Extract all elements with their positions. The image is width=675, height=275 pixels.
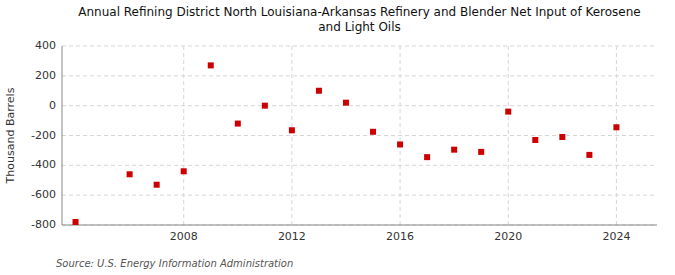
title-line: Annual Refining District North Louisiana… — [78, 5, 640, 19]
y-axis-label: Thousand Barrels — [4, 87, 17, 184]
point — [370, 129, 376, 135]
grid-line-y — [62, 75, 657, 76]
y-axis-line — [62, 46, 63, 225]
title: Annual Refining District North Louisiana… — [78, 5, 640, 34]
grid-line-y — [62, 225, 657, 226]
point — [397, 141, 403, 147]
point — [559, 134, 565, 140]
x-tick-label: 2016 — [386, 230, 414, 243]
grid-line-y — [62, 135, 657, 136]
point — [586, 152, 592, 158]
point — [154, 182, 160, 188]
x-tick-label: 2008 — [170, 230, 198, 243]
point — [478, 149, 484, 155]
grid-line-x — [183, 46, 184, 225]
grid-line-y — [62, 195, 657, 196]
y-tick-label: -400 — [31, 158, 56, 171]
point — [127, 171, 133, 177]
grid-line-x — [291, 46, 292, 225]
grid-line-x — [616, 46, 617, 225]
point — [451, 147, 457, 153]
source-note: Source: U.S. Energy Information Administ… — [56, 258, 293, 269]
point — [262, 103, 268, 109]
point — [613, 124, 619, 130]
point — [181, 168, 187, 174]
y-tick-label: -800 — [31, 218, 56, 231]
grid-line-y — [62, 165, 657, 166]
points — [73, 62, 620, 225]
chart-container: Annual Refining District North Louisiana… — [0, 0, 675, 275]
grid-line-x — [400, 46, 401, 225]
chart-svg: Annual Refining District North Louisiana… — [0, 0, 675, 275]
point — [343, 100, 349, 106]
point — [289, 127, 295, 133]
point — [73, 219, 79, 225]
x-tick-label: 2024 — [602, 230, 630, 243]
grid-line-y — [62, 46, 657, 47]
x-tick-label: 2012 — [278, 230, 306, 243]
y-tick-label: 0 — [49, 99, 56, 112]
y-tick-label: 400 — [35, 39, 56, 52]
x-tick-label: 2020 — [494, 230, 522, 243]
grid-line-x — [508, 46, 509, 225]
grid — [62, 46, 657, 225]
y-tick-label: -200 — [31, 129, 56, 142]
point — [424, 154, 430, 160]
grid-line-y — [62, 105, 657, 106]
point — [316, 88, 322, 94]
point — [505, 109, 511, 115]
y-tick-label: 200 — [35, 69, 56, 82]
x-axis-line — [62, 225, 657, 226]
y-tick-label: -600 — [31, 188, 56, 201]
point — [532, 137, 538, 143]
point — [235, 121, 241, 127]
point — [208, 62, 214, 68]
title-line: and Light Oils — [318, 20, 401, 34]
